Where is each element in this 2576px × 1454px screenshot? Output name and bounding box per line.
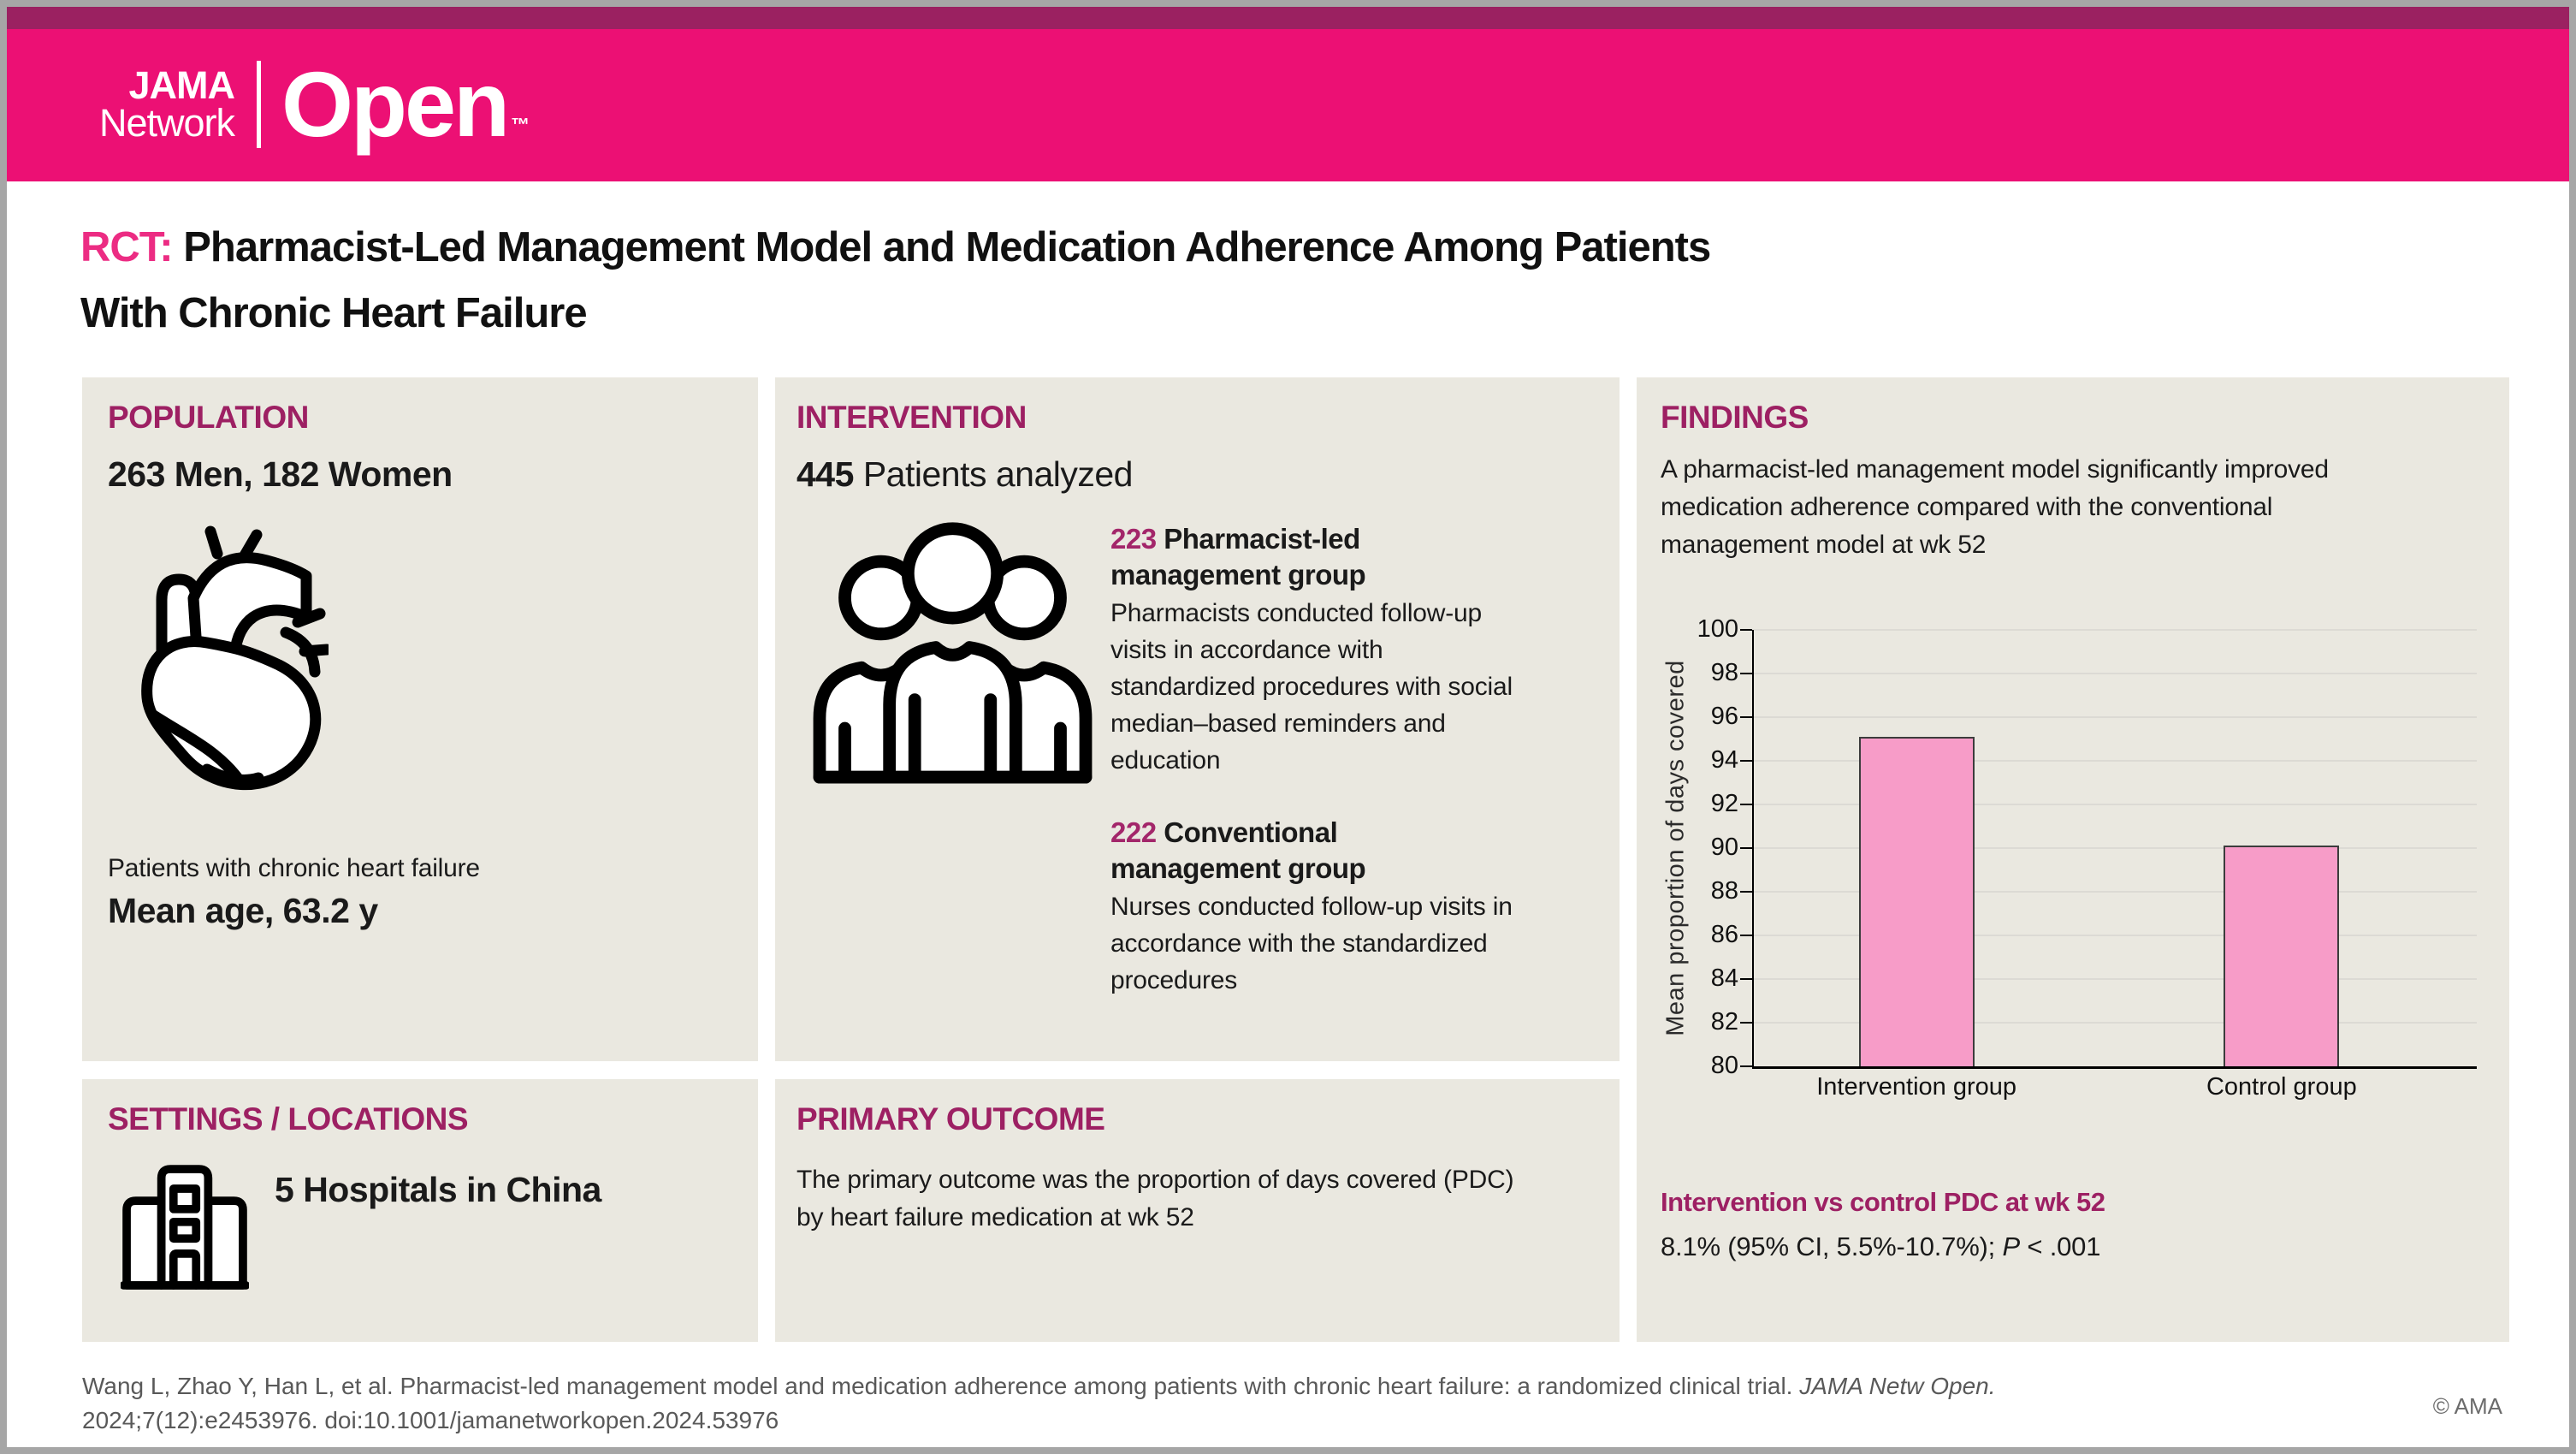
y-tick-mark bbox=[1740, 629, 1752, 631]
citation: Wang L, Zhao Y, Han L, et al. Pharmacist… bbox=[82, 1369, 2409, 1438]
anatomical-heart-icon bbox=[115, 521, 329, 812]
y-tick-mark bbox=[1740, 1022, 1752, 1024]
p-value-symbol: P bbox=[2002, 1231, 2021, 1261]
findings-panel: FINDINGS A pharmacist-led management mod… bbox=[1637, 377, 2509, 1342]
y-tick-mark bbox=[1740, 978, 1752, 980]
logo-divider bbox=[257, 61, 262, 148]
intervention-group-conventional: 222 Conventional management group Nurses… bbox=[1110, 815, 1555, 999]
primary-outcome-panel: PRIMARY OUTCOME The primary outcome was … bbox=[775, 1079, 1620, 1342]
y-tick-mark bbox=[1740, 804, 1752, 805]
population-description: Patients with chronic heart failure bbox=[108, 854, 480, 882]
group-count: 223 bbox=[1110, 523, 1157, 555]
citation-line2: 2024;7(12):e2453976. doi:10.1001/jamanet… bbox=[82, 1407, 779, 1433]
population-heading: POPULATION bbox=[108, 400, 309, 435]
y-tick-label: 100 bbox=[1697, 615, 1738, 643]
patient-group-icon bbox=[809, 516, 1096, 786]
y-tick-label: 84 bbox=[1710, 964, 1738, 992]
group-description: Nurses conducted follow-up visits in acc… bbox=[1110, 893, 1513, 994]
trademark-symbol: ™ bbox=[511, 114, 530, 135]
brand-header-bar: JAMA Network Open ™ bbox=[7, 29, 2569, 181]
chart-gridline bbox=[1754, 891, 2477, 893]
y-tick-label: 98 bbox=[1710, 659, 1738, 686]
y-tick-mark bbox=[1740, 891, 1752, 893]
y-tick-mark bbox=[1740, 847, 1752, 849]
settings-heading: SETTINGS / LOCATIONS bbox=[108, 1101, 469, 1136]
x-category-label: Control group bbox=[2206, 1073, 2357, 1101]
x-category-label: Intervention group bbox=[1816, 1073, 2017, 1101]
chart-plot: 80 82 84 86 88 90 92 94 96 98 100 Intervention grou… bbox=[1697, 615, 2477, 1101]
logo-network-text: Network bbox=[99, 101, 235, 145]
y-tick-label: 86 bbox=[1710, 921, 1738, 948]
citation-line1: Wang L, Zhao Y, Han L, et al. Pharmacist… bbox=[82, 1373, 1996, 1399]
chart-bar-control bbox=[2224, 846, 2340, 1066]
y-tick-label: 94 bbox=[1710, 746, 1738, 774]
chart-gridline bbox=[1754, 935, 2477, 936]
intervention-groups: 223 Pharmacist-led management group Phar… bbox=[1110, 521, 1555, 1035]
chart-gridline bbox=[1754, 1022, 2477, 1024]
y-tick-mark bbox=[1740, 760, 1752, 762]
chart-y-axis-label: Mean proportion of days covered bbox=[1661, 660, 1690, 1036]
primary-outcome-heading: PRIMARY OUTCOME bbox=[796, 1101, 1105, 1136]
header-accent-strip bbox=[7, 7, 2569, 29]
intervention-count: 445 Patients analyzed bbox=[796, 454, 1133, 494]
settings-panel: SETTINGS / LOCATIONS 5 Hospitals in Chin… bbox=[82, 1079, 758, 1342]
y-tick-label: 92 bbox=[1710, 790, 1738, 817]
findings-summary: A pharmacist-led management model signif… bbox=[1661, 455, 2329, 559]
findings-heading: FINDINGS bbox=[1661, 400, 1809, 435]
group-count: 222 bbox=[1110, 816, 1157, 848]
y-tick-mark bbox=[1740, 673, 1752, 674]
intervention-group-pharmacist: 223 Pharmacist-led management group Phar… bbox=[1110, 521, 1555, 779]
hospital-building-icon bbox=[121, 1163, 249, 1291]
group-name: 223 Pharmacist-led management group bbox=[1110, 523, 1366, 591]
chart-gridline bbox=[1754, 804, 2477, 805]
findings-result-value: 8.1% (95% CI, 5.5%-10.7%); P < .001 bbox=[1661, 1231, 2101, 1261]
title-line1: Pharmacist-Led Management Model and Medi… bbox=[183, 224, 1711, 270]
jama-network-open-logo: JAMA Network Open ™ bbox=[99, 58, 530, 151]
y-tick-label: 90 bbox=[1710, 834, 1738, 861]
chart-gridline bbox=[1754, 673, 2477, 674]
intervention-heading: INTERVENTION bbox=[796, 400, 1027, 435]
y-tick-mark bbox=[1740, 935, 1752, 936]
logo-jama-text: JAMA bbox=[128, 62, 236, 107]
findings-result-label: Intervention vs control PDC at wk 52 bbox=[1661, 1187, 2105, 1217]
intervention-panel: INTERVENTION 445 Patients analyzed 223 P… bbox=[775, 377, 1620, 1061]
y-tick-label: 80 bbox=[1710, 1052, 1738, 1079]
title-line2: With Chronic Heart Failure bbox=[80, 290, 588, 336]
study-type-tag: RCT: bbox=[80, 224, 174, 270]
population-panel: POPULATION 263 Men, 182 Women Patients w… bbox=[82, 377, 758, 1061]
y-tick-mark bbox=[1740, 1065, 1752, 1067]
population-stat: 263 Men, 182 Women bbox=[108, 454, 453, 494]
group-description: Pharmacists conducted follow-up visits i… bbox=[1110, 599, 1513, 774]
chart-gridline bbox=[1754, 629, 2477, 631]
page-title: RCT: Pharmacist-Led Management Model and… bbox=[80, 215, 2510, 347]
copyright-notice: © AMA bbox=[2432, 1393, 2502, 1419]
chart-gridline bbox=[1754, 847, 2477, 849]
chart-gridline bbox=[1754, 716, 2477, 718]
y-tick-mark bbox=[1740, 716, 1752, 718]
population-mean-age: Mean age, 63.2 y bbox=[108, 891, 378, 930]
chart-gridline bbox=[1754, 760, 2477, 762]
chart-bar-intervention bbox=[1858, 736, 1975, 1066]
settings-text: 5 Hospitals in China bbox=[275, 1170, 601, 1209]
logo-open-text: Open ™ bbox=[281, 52, 530, 156]
y-tick-label: 88 bbox=[1710, 877, 1738, 905]
primary-outcome-text: The primary outcome was the proportion o… bbox=[796, 1166, 1514, 1231]
y-tick-label: 82 bbox=[1710, 1008, 1738, 1036]
y-tick-label: 96 bbox=[1710, 703, 1738, 730]
group-name: 222 Conventional management group bbox=[1110, 816, 1366, 884]
journal-name: JAMA Netw Open. bbox=[1799, 1373, 1996, 1399]
chart-gridline bbox=[1754, 978, 2477, 980]
